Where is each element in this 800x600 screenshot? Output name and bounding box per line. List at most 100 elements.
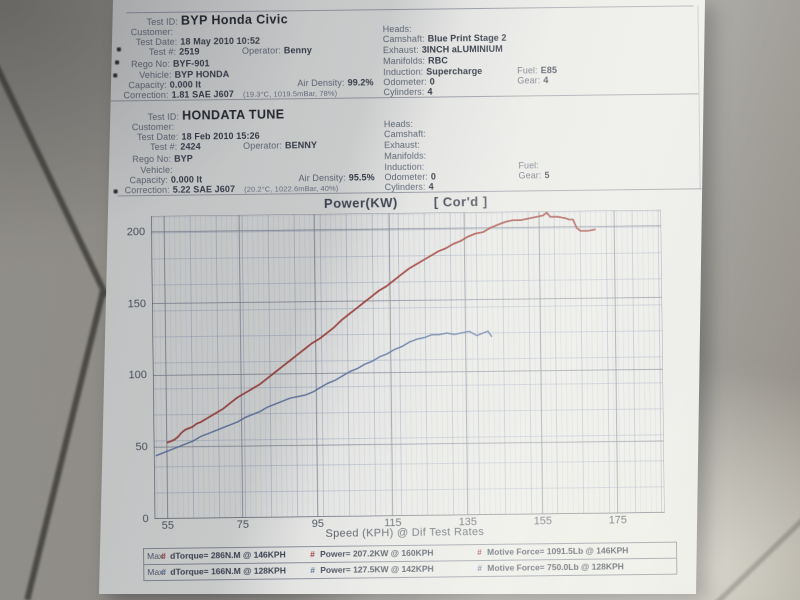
header-field: Heads: xyxy=(383,24,412,34)
field-label: Capacity: xyxy=(129,174,168,186)
margin-mark xyxy=(115,60,120,65)
grid-line xyxy=(538,211,543,515)
grid-line xyxy=(179,215,184,519)
field-label: Induction: xyxy=(384,161,425,173)
header-field: Customer: xyxy=(131,27,174,38)
grid-major-v xyxy=(313,214,319,518)
field-label: Odometer: xyxy=(383,76,427,88)
field-label: Camshaft: xyxy=(382,33,425,45)
grid-line xyxy=(584,210,590,514)
field-label: Heads: xyxy=(382,23,412,35)
max-power: Power= 127.5KW @ 142KPH xyxy=(320,563,434,575)
field-note: (19.3°C, 1019.5mBar, 78%) xyxy=(242,88,338,99)
grid-line xyxy=(252,214,257,518)
header-field: Induction: Fuel: xyxy=(384,160,539,173)
grid-line xyxy=(564,210,569,514)
grid-line xyxy=(429,212,434,516)
field-label: Exhaust: xyxy=(384,139,420,151)
test-id-value: HONDATA TUNE xyxy=(181,107,285,123)
grid-line xyxy=(387,213,392,517)
field-value: BYF-901 xyxy=(172,58,210,69)
field-label: Manifolds: xyxy=(384,150,427,162)
header-field: Rego No: BYP xyxy=(132,154,193,165)
grid-line xyxy=(439,212,444,516)
field-label: Odometer: xyxy=(384,171,428,183)
grid-mid xyxy=(151,226,662,234)
grid-major-v xyxy=(538,211,544,515)
field-value: 95.5% xyxy=(348,172,375,183)
x-tick-label: 175 xyxy=(608,514,628,527)
header-field: Odometer: 0 Gear: 4 xyxy=(383,75,548,88)
grid-line xyxy=(652,209,657,513)
grid-line xyxy=(418,212,423,516)
grid-line xyxy=(533,211,538,515)
grid-mid xyxy=(319,213,325,517)
grid-mid xyxy=(579,210,585,514)
grid-mid xyxy=(631,210,637,514)
axis-tick-labels: 0 50 100 150 200 55 75 95 115 135 155 175 xyxy=(99,0,705,532)
field-value: 5.22 SAE J607 xyxy=(172,184,236,195)
field-value: 4 xyxy=(543,75,549,86)
field-value: Blue Print Stage 2 xyxy=(427,32,507,44)
field-value: 0.000 lt xyxy=(169,79,202,90)
grid-line xyxy=(455,212,460,516)
field-value: E85 xyxy=(540,65,558,76)
grid-mid xyxy=(154,486,665,494)
header-field: Manifolds: RBC xyxy=(383,55,448,66)
grid-line xyxy=(512,211,517,515)
rule-top xyxy=(126,5,694,14)
field-label: Cylinders: xyxy=(383,86,425,98)
header-field: Fuel: xyxy=(518,160,539,170)
field-value: BYP xyxy=(174,153,193,164)
header-field: Operator: Benny xyxy=(242,45,312,56)
field-label: Rego No: xyxy=(132,153,172,165)
max-torque: dTorque= 286N.M @ 146KPH xyxy=(170,549,286,561)
max-motive-force: Motive Force= 750.0Lb @ 128KPH xyxy=(487,561,624,573)
field-label: Correction: xyxy=(123,89,169,101)
grid-line xyxy=(278,214,283,518)
field-value: 3INCH aLUMINIUM xyxy=(421,43,503,55)
field-label: Air Density: xyxy=(297,77,345,89)
grid-line xyxy=(314,214,319,518)
grid-line xyxy=(226,215,231,519)
series-marker: # xyxy=(310,549,315,560)
series-marker: # xyxy=(477,547,482,558)
margin-mark xyxy=(113,73,118,78)
grid-mid xyxy=(423,212,429,516)
grid-line xyxy=(377,213,382,517)
grid-line xyxy=(486,211,491,515)
grid-mid xyxy=(553,211,559,515)
header-field: Customer: xyxy=(132,122,175,133)
field-label: Test #: xyxy=(148,46,177,58)
y-axis xyxy=(150,216,156,520)
grid-mid xyxy=(152,304,663,312)
field-label: Air Density: xyxy=(298,172,346,184)
field-label: Heads: xyxy=(383,118,414,130)
field-label: Vehicle: xyxy=(139,69,172,81)
x-axis xyxy=(154,512,665,520)
field-label: Test Date: xyxy=(136,131,179,143)
grid-line xyxy=(590,210,595,514)
field-value: BYP HONDA xyxy=(174,69,230,80)
grid-mid xyxy=(153,434,664,442)
grid-line xyxy=(460,212,465,516)
field-label: Vehicle: xyxy=(140,164,173,176)
grid-line xyxy=(283,214,288,518)
header-field: Exhaust: xyxy=(384,140,420,150)
grid-line xyxy=(543,211,548,515)
header-field: Cylinders: 4 xyxy=(385,182,434,193)
grid-mid xyxy=(397,213,403,516)
max-motive-force: Motive Force= 1091.5Lb @ 146KPH xyxy=(487,545,629,557)
plot-frame-right xyxy=(660,209,665,513)
grid-line xyxy=(434,212,439,516)
field-value: 2519 xyxy=(179,46,200,57)
grid-line xyxy=(465,212,470,516)
series-red xyxy=(166,211,596,444)
grid-major-h xyxy=(152,368,663,376)
header-field: Air Density: 95.5% xyxy=(298,172,374,183)
field-label: Operator: xyxy=(243,140,283,151)
grid-line xyxy=(309,214,314,518)
